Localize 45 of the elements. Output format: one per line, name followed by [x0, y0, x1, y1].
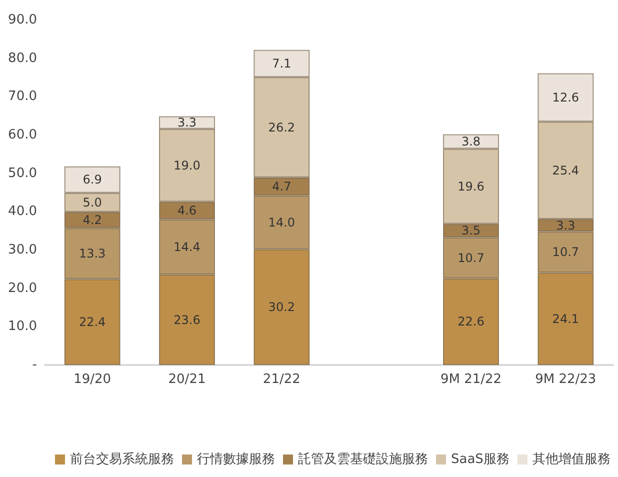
data-label: 3.3 [177, 116, 197, 130]
x-tick-label: 9M 22/23 [535, 372, 596, 387]
y-tick-label: 80.0 [8, 50, 37, 66]
x-tick-label: 9M 21/22 [440, 372, 502, 387]
data-label: 14.4 [174, 240, 200, 254]
data-label: 23.6 [174, 312, 200, 327]
data-label: 19.6 [458, 179, 484, 194]
data-label: 24.1 [552, 312, 580, 326]
data-label: 6.9 [82, 172, 102, 187]
legend-label: 前台交易系統服務 [70, 451, 174, 467]
x-tick-label: 19/20 [74, 372, 112, 387]
data-label: 10.7 [552, 245, 580, 260]
legend-label: 行情數據服務 [197, 452, 275, 467]
y-tick-label: 40.0 [8, 204, 37, 220]
data-label: 25.4 [552, 163, 580, 178]
y-tick-label: 30.0 [8, 242, 37, 258]
data-label: 19.0 [174, 158, 200, 172]
data-label: 30.2 [268, 300, 296, 314]
data-label: 4.2 [82, 213, 102, 228]
data-label: 22.6 [458, 314, 484, 329]
y-tick-label: 60.0 [8, 128, 37, 142]
y-tick-label: 90.0 [8, 12, 37, 28]
data-label: 7.1 [272, 56, 292, 71]
legend-label: 託管及雲基礎設施服務 [298, 452, 428, 467]
y-tick-label: 20.0 [8, 280, 37, 296]
data-label: 3.3 [556, 218, 576, 232]
y-tick-label: 70.0 [8, 89, 37, 104]
y-tick-label: 50.0 [8, 166, 37, 181]
x-tick-label: 21/22 [262, 372, 300, 387]
data-label: 4.7 [272, 180, 292, 194]
data-label: 3.8 [461, 134, 481, 149]
y-tick-label: 10.0 [8, 319, 37, 334]
y-tick-label: - [32, 358, 38, 372]
data-label: 13.3 [78, 246, 106, 261]
data-label: 4.6 [177, 204, 197, 218]
data-label: 5.0 [82, 195, 102, 210]
legend-label: 其他增值服務 [532, 452, 610, 467]
data-label: 12.6 [552, 90, 580, 104]
data-label: 10.7 [458, 250, 484, 265]
data-label: 3.5 [461, 224, 481, 238]
x-tick-label: 20/21 [168, 372, 206, 387]
data-label: 26.2 [268, 120, 296, 134]
data-label: 14.0 [268, 215, 296, 230]
data-label: 22.4 [78, 315, 106, 330]
legend-label: SaaS服務 [451, 452, 510, 467]
